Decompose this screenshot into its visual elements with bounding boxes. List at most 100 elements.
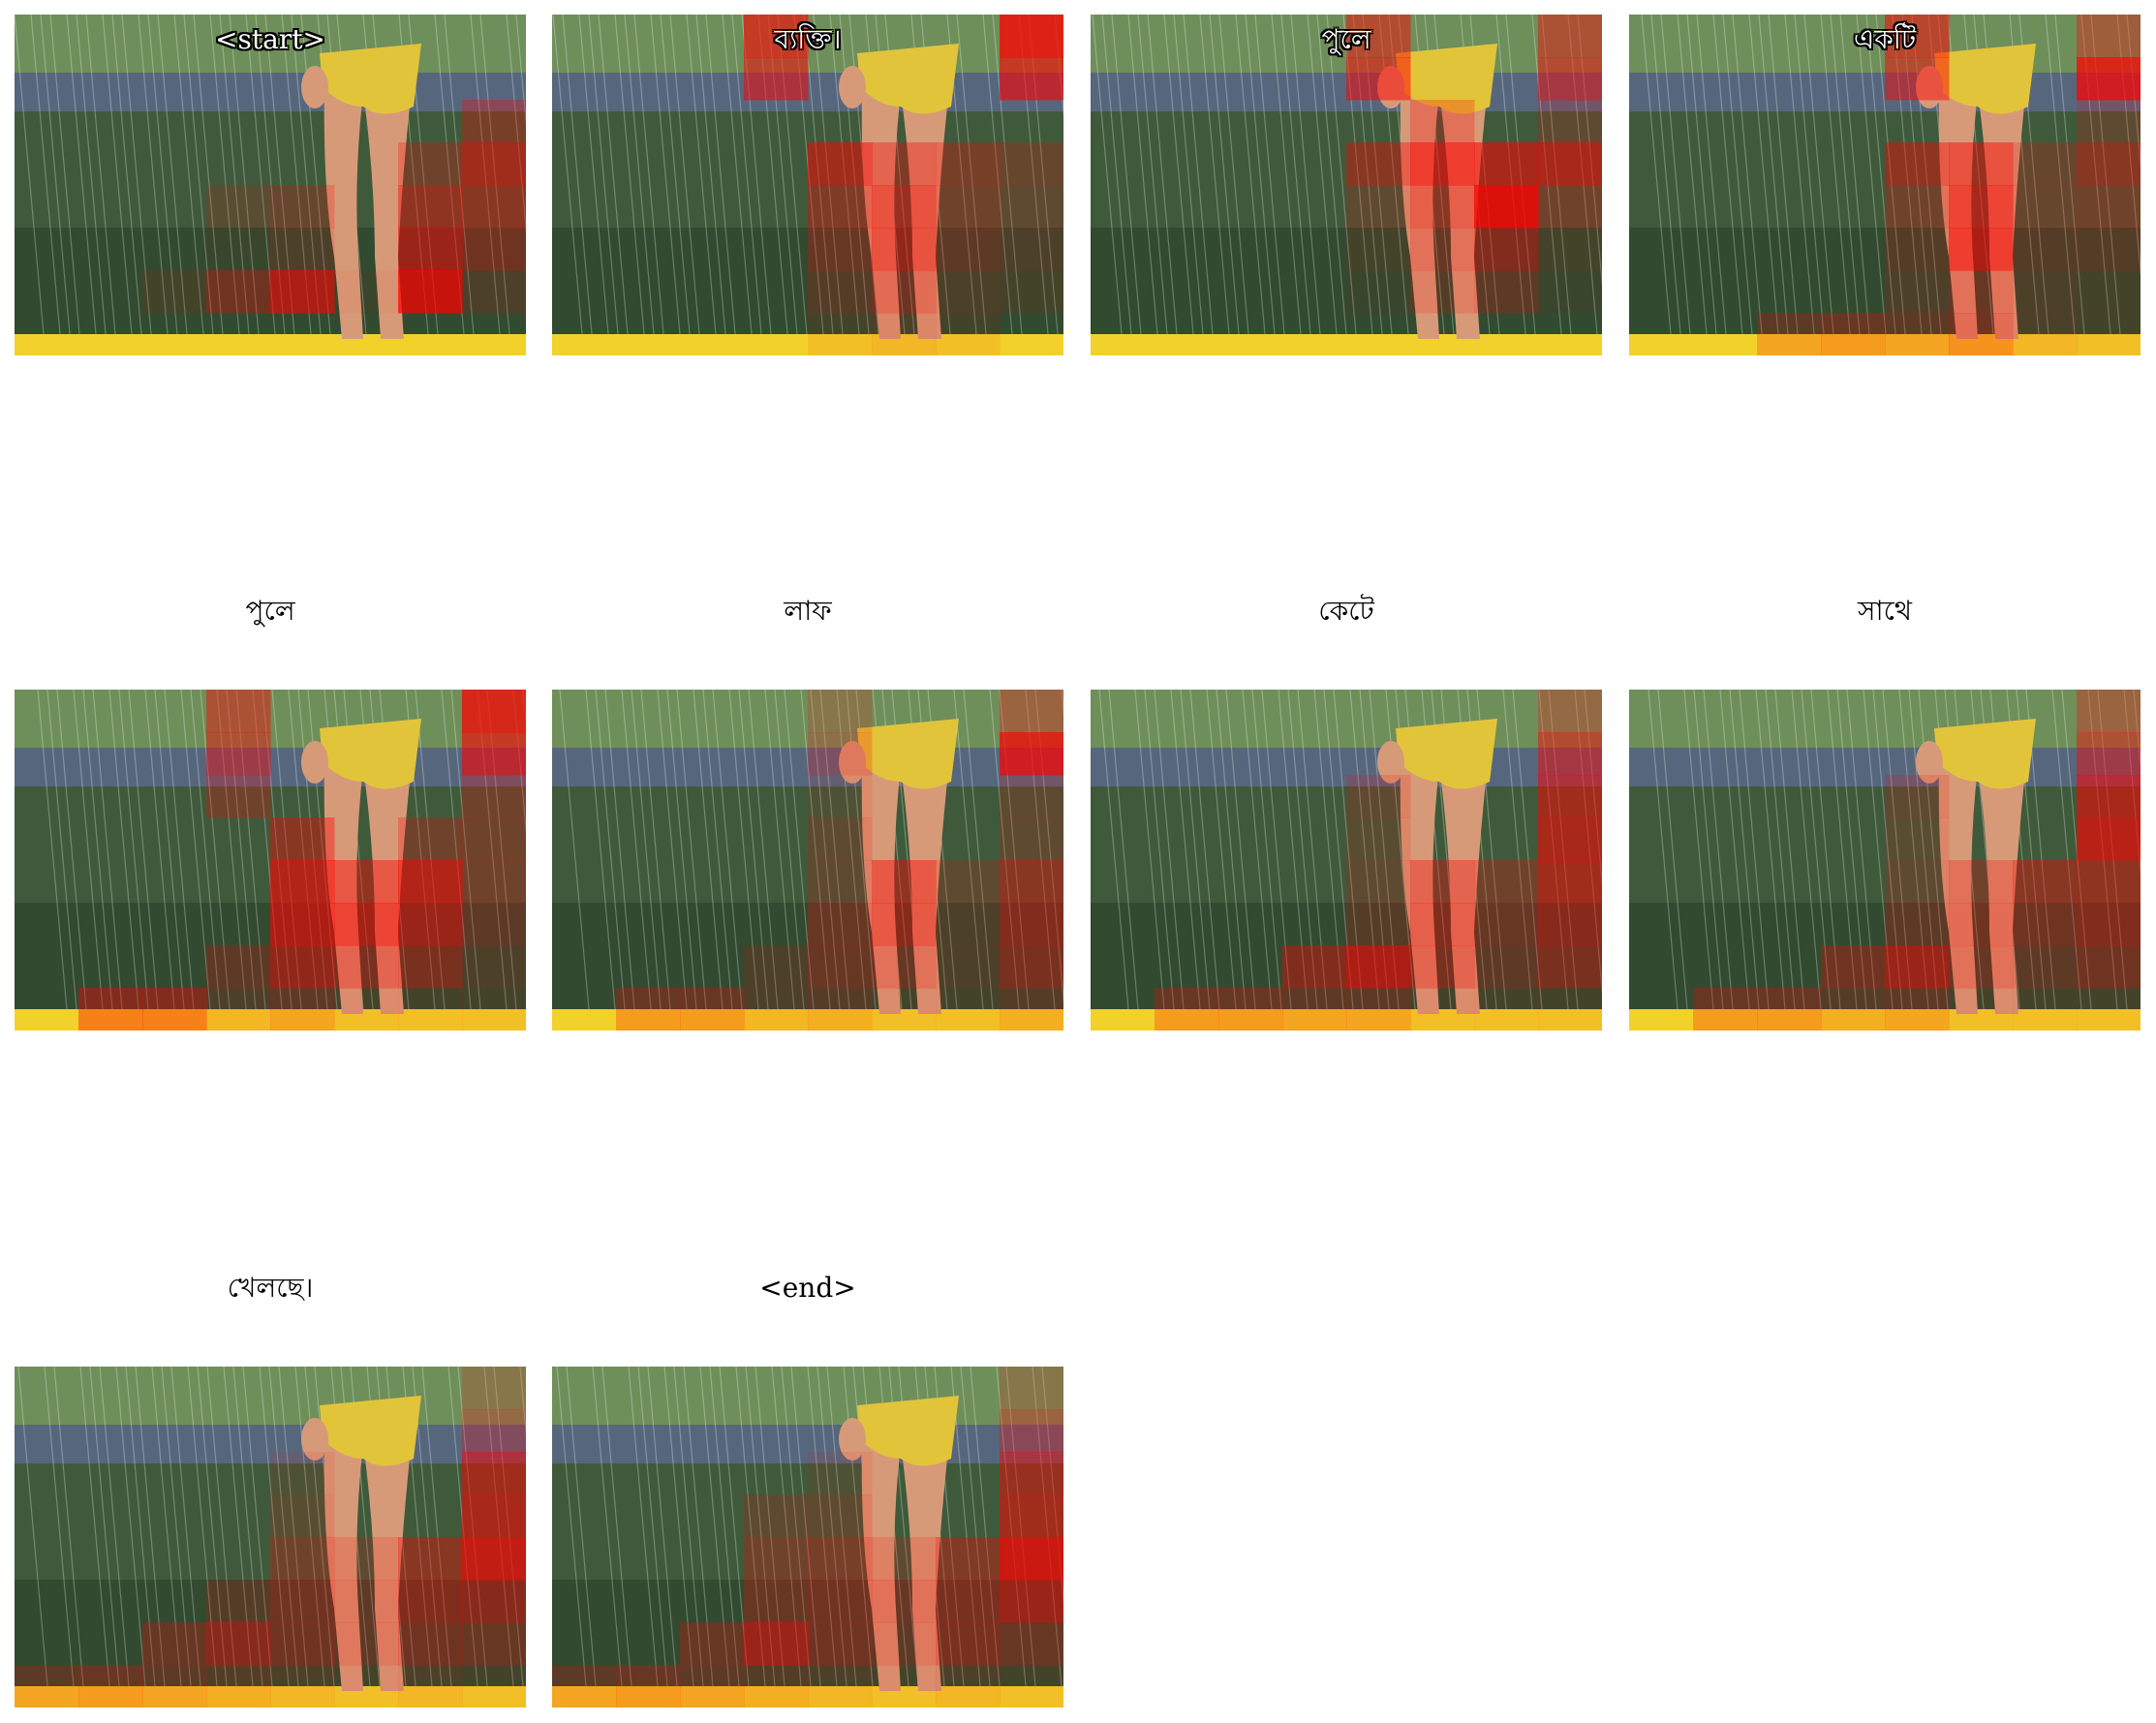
heat-cell bbox=[398, 860, 463, 904]
child-hand bbox=[301, 1418, 328, 1461]
heat-cell bbox=[936, 313, 1001, 355]
heat-cell bbox=[462, 817, 526, 861]
heat-cell bbox=[680, 1665, 745, 1708]
heat-cell bbox=[808, 690, 873, 733]
heat-cell bbox=[744, 1580, 809, 1623]
heat-cell bbox=[2077, 142, 2141, 186]
heat-cell bbox=[744, 57, 809, 101]
heat-cell bbox=[1000, 988, 1063, 1031]
heat-cell bbox=[1949, 270, 2014, 314]
attention-image bbox=[552, 690, 1063, 1031]
heat-cell bbox=[1346, 945, 1411, 989]
heat-cell bbox=[1538, 903, 1602, 946]
heat-cell bbox=[206, 228, 271, 271]
swim-suit bbox=[1396, 44, 1497, 114]
heat-cell bbox=[1346, 57, 1411, 101]
token-label: সাথে bbox=[1858, 595, 1912, 627]
heat-cell bbox=[808, 1494, 873, 1538]
heat-cell bbox=[1757, 313, 1822, 355]
heat-cell bbox=[1885, 15, 1950, 58]
heat-cell bbox=[398, 817, 463, 861]
heat-cell bbox=[270, 1580, 335, 1623]
heat-cell bbox=[206, 1580, 271, 1623]
heat-cell bbox=[1410, 988, 1475, 1031]
swim-suit bbox=[320, 1396, 421, 1466]
heat-cell bbox=[334, 1622, 399, 1666]
heat-cell bbox=[1949, 945, 2014, 989]
attention-image bbox=[1091, 15, 1602, 355]
heat-cell bbox=[1949, 228, 2014, 271]
heat-cell bbox=[808, 270, 873, 314]
heat-cell bbox=[872, 313, 937, 355]
heat-cell bbox=[1410, 185, 1475, 229]
heat-cell bbox=[1346, 860, 1411, 904]
heat-cell bbox=[2013, 142, 2078, 186]
heat-cell bbox=[936, 1622, 1001, 1666]
token-label: একটি bbox=[1853, 23, 1917, 55]
heat-cell bbox=[808, 228, 873, 271]
swim-suit bbox=[1934, 719, 2036, 789]
heat-cell bbox=[1000, 732, 1063, 776]
heat-cell bbox=[1000, 1537, 1063, 1581]
attention-panel bbox=[15, 690, 526, 1031]
attention-heatmap bbox=[142, 100, 526, 314]
heat-cell bbox=[1885, 228, 1950, 271]
swim-suit bbox=[857, 719, 959, 789]
heat-cell bbox=[334, 1537, 399, 1581]
child-hand bbox=[301, 741, 328, 784]
heat-cell bbox=[1000, 1665, 1063, 1708]
heat-cell bbox=[1885, 945, 1950, 989]
child-legs bbox=[861, 1434, 949, 1691]
heat-cell bbox=[1000, 1580, 1063, 1623]
heat-cell bbox=[616, 988, 681, 1031]
heat-cell bbox=[1885, 903, 1950, 946]
heat-cell bbox=[2077, 270, 2141, 314]
heat-cell bbox=[1282, 988, 1347, 1031]
heat-cell bbox=[2077, 860, 2141, 904]
heat-cell bbox=[2077, 100, 2141, 143]
heat-cell bbox=[872, 270, 937, 314]
heat-cell bbox=[1538, 228, 1602, 271]
heat-cell bbox=[462, 142, 526, 186]
attention-heatmap bbox=[744, 15, 1063, 355]
heat-cell bbox=[334, 945, 399, 989]
heat-cell bbox=[398, 945, 463, 989]
heat-cell bbox=[680, 1622, 745, 1666]
attention-heatmap bbox=[1757, 15, 2141, 355]
heat-cell bbox=[1885, 142, 1950, 186]
heat-cell bbox=[1757, 988, 1822, 1031]
heat-cell bbox=[462, 775, 526, 818]
heat-cell bbox=[1346, 270, 1411, 314]
heat-cell bbox=[552, 1665, 617, 1708]
heat-cell bbox=[872, 142, 937, 186]
photo-background bbox=[552, 690, 1063, 1031]
heat-cell bbox=[2077, 57, 2141, 101]
heat-cell bbox=[2077, 775, 2141, 818]
child-hand bbox=[301, 66, 328, 108]
heat-cell bbox=[808, 988, 873, 1031]
attention-panel bbox=[1091, 690, 1602, 1031]
heat-cell bbox=[270, 903, 335, 946]
heat-cell bbox=[936, 185, 1001, 229]
attention-heatmap bbox=[1693, 690, 2141, 1031]
swim-suit bbox=[857, 44, 959, 114]
heat-cell bbox=[1885, 775, 1950, 818]
heat-cell bbox=[1538, 775, 1602, 818]
heat-cell bbox=[808, 1622, 873, 1666]
heat-cell bbox=[1000, 270, 1063, 314]
heat-cell bbox=[808, 313, 873, 355]
heat-cell bbox=[2077, 313, 2141, 355]
heat-cell bbox=[206, 185, 271, 229]
attention-heatmap bbox=[1346, 15, 1602, 314]
heat-cell bbox=[142, 1665, 207, 1708]
heat-cell bbox=[936, 142, 1001, 186]
heat-cell bbox=[744, 1494, 809, 1538]
heat-cell bbox=[1474, 988, 1539, 1031]
heat-cell bbox=[2077, 228, 2141, 271]
heat-cell bbox=[808, 817, 873, 861]
heat-cell bbox=[1000, 57, 1063, 101]
heat-cell bbox=[808, 860, 873, 904]
heat-cell bbox=[398, 1580, 463, 1623]
heat-cell bbox=[1538, 100, 1602, 143]
heat-cell bbox=[1155, 988, 1219, 1031]
